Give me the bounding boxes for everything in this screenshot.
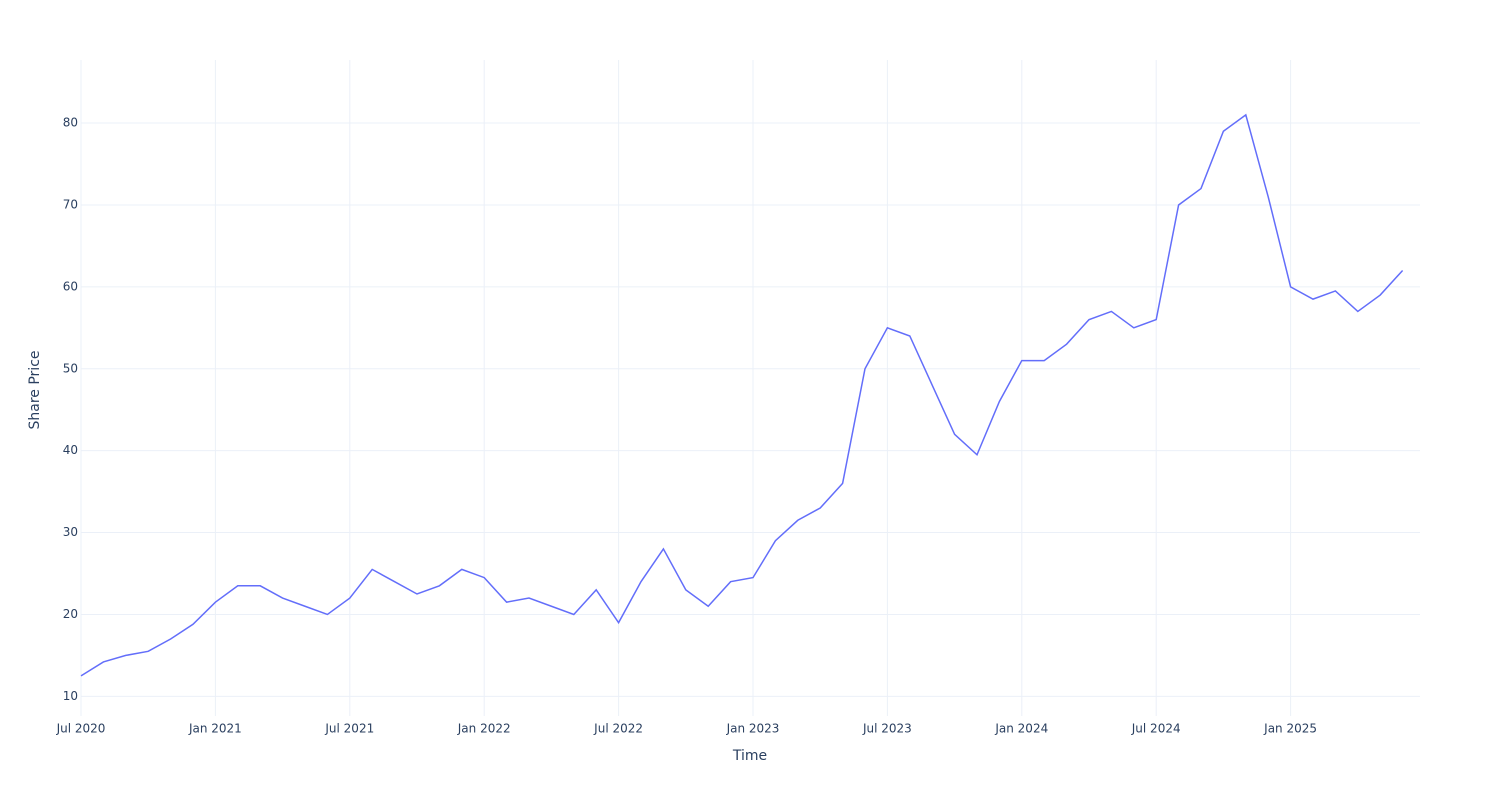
price-line: [80, 113, 1404, 677]
y-tick-label: 60: [63, 279, 78, 293]
y-tick-label: 10: [63, 689, 78, 703]
x-tick-label: Jan 2024: [994, 722, 1048, 736]
x-tick-label: Jul 2023: [862, 722, 912, 736]
x-axis-title: Time: [732, 748, 767, 764]
x-tick-label: Jan 2023: [726, 722, 780, 736]
x-tick-label: Jul 2022: [593, 722, 643, 736]
y-tick-label: 50: [63, 361, 78, 375]
y-tick-label: 20: [63, 607, 78, 621]
x-tick-label: Jul 2024: [1131, 722, 1181, 736]
y-axis-title: Share Price: [27, 350, 43, 429]
x-tick-label: Jan 2022: [457, 722, 511, 736]
x-tick-label: Jan 2021: [188, 722, 242, 736]
y-tick-label: 80: [63, 116, 78, 130]
y-tick-label: 70: [63, 197, 78, 211]
y-tick-label: 30: [63, 525, 78, 539]
x-tick-label: Jul 2020: [56, 722, 106, 736]
x-tick-label: Jul 2021: [324, 722, 374, 736]
x-tick-label: Jan 2025: [1263, 722, 1317, 736]
y-tick-label: 40: [63, 443, 78, 457]
